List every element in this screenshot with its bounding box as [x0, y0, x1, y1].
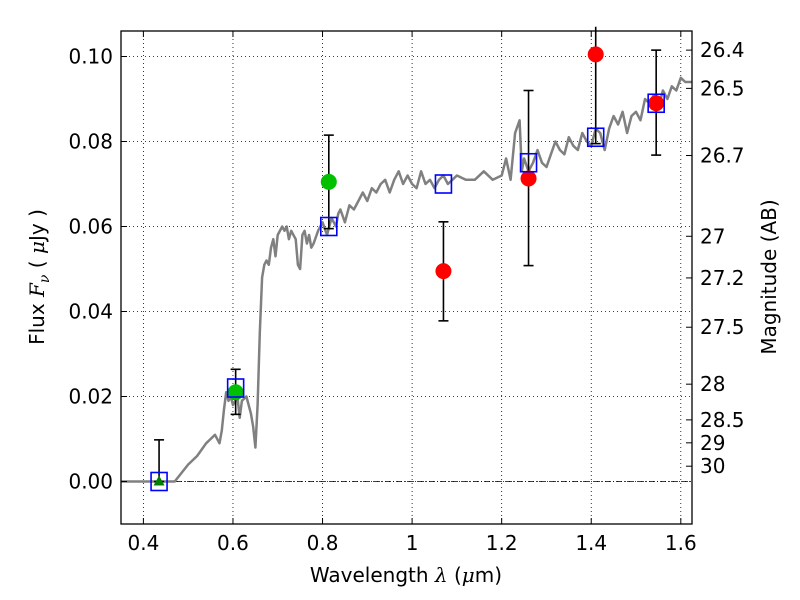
magnitude-tick-label: 26.5	[700, 76, 745, 100]
model-band-square	[434, 174, 453, 194]
model-band-square	[647, 93, 665, 114]
error-bars	[154, 26, 662, 483]
x-tick-label: 1	[406, 531, 419, 555]
x-tick-label: 1.6	[665, 531, 697, 555]
y-tick-label: 0.08	[68, 130, 113, 154]
model-band-square	[319, 216, 338, 237]
grid	[121, 31, 692, 524]
observed-point	[648, 95, 665, 112]
plot-frame	[120, 30, 693, 525]
magnitude-tick-label: 28	[700, 372, 725, 396]
magnitude-tick-label: 26.4	[700, 38, 745, 62]
magnitude-tick-label: 28.5	[700, 408, 745, 432]
model-spectrum	[121, 76, 692, 483]
magnitude-tick-label: 30	[700, 454, 725, 478]
magnitude-tick-label: 26.7	[700, 144, 745, 168]
magnitude-tick-label: 27.5	[700, 315, 745, 339]
observed-point	[587, 46, 604, 63]
y-tick-label: 0.04	[68, 300, 113, 324]
y-tick-label: 0.02	[68, 385, 113, 409]
x-tick-label: 0.8	[307, 531, 339, 555]
observed-point	[320, 173, 337, 190]
model-band-square	[226, 378, 245, 398]
observed-point	[435, 263, 452, 280]
x-tick-label: 1.4	[575, 531, 607, 555]
magnitude-axis-title: Magnitude (AB)	[757, 199, 781, 354]
model-band-square	[519, 152, 538, 173]
y-axis-title: Flux Fν ( μJy )	[25, 209, 53, 345]
y-tick-label: 0.10	[68, 45, 113, 69]
observed-point-triangle	[153, 475, 165, 486]
model-band-square	[586, 127, 605, 148]
model-band-markers	[150, 93, 665, 492]
observed-point	[227, 384, 244, 401]
y-ticks: 0.00 0.02 0.04 0.06 0.08 0.10	[68, 45, 127, 494]
model-band-square	[150, 471, 168, 492]
magnitude-tick-label: 27.2	[700, 266, 745, 290]
x-tick-label: 0.4	[127, 531, 159, 555]
x-axis-title: Wavelength λ (μm)	[310, 563, 502, 587]
x-tick-label: 1.2	[486, 531, 518, 555]
observed-points	[153, 46, 665, 486]
x-tick-label: 0.6	[217, 531, 249, 555]
magnitude-tick-label: 29	[700, 431, 725, 455]
model-spectrum-line	[121, 76, 692, 483]
observed-point	[520, 170, 537, 187]
y-tick-label: 0.06	[68, 215, 113, 239]
x-ticks: 0.4 0.6 0.8 1 1.2 1.4 1.6	[127, 31, 697, 555]
magnitude-tick-label: 27	[700, 224, 725, 248]
y-tick-label: 0.00	[68, 470, 113, 494]
